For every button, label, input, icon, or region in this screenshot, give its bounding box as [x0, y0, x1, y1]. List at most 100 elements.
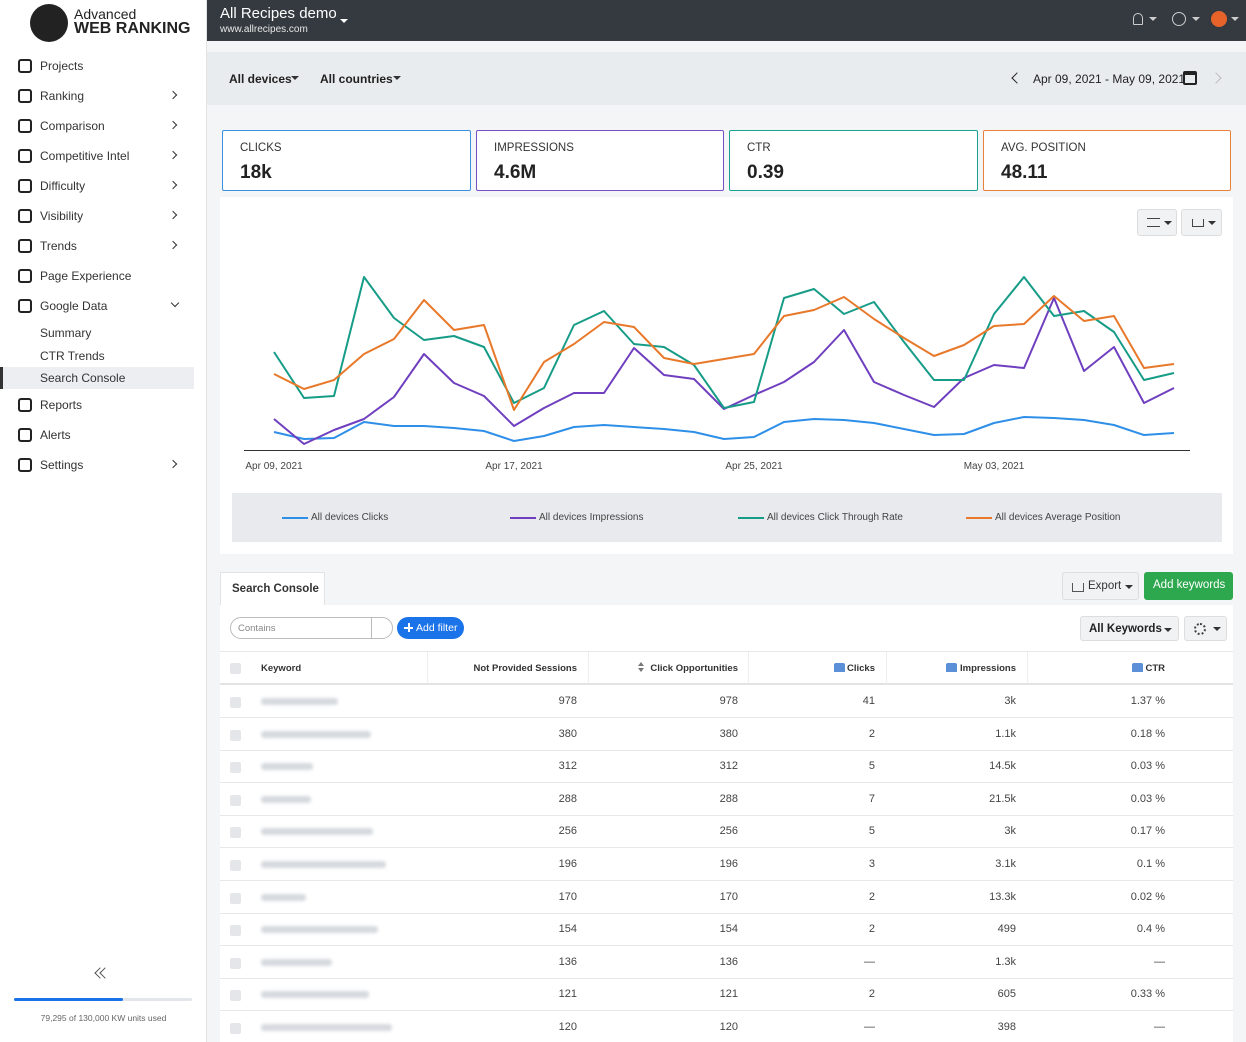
column-header[interactable]: Clicks: [847, 663, 875, 674]
checkbox[interactable]: [230, 697, 241, 708]
legend-swatch: [282, 517, 308, 519]
nav-item[interactable]: Alerts: [40, 428, 71, 442]
checkbox[interactable]: [230, 860, 241, 871]
table-row: 256 256 5 3k 0.17 %: [220, 815, 1233, 849]
gear-icon: [1194, 623, 1206, 635]
legend-label[interactable]: All devices Click Through Rate: [767, 512, 903, 523]
table-row: 196 196 3 3.1k 0.1 %: [220, 848, 1233, 881]
checkbox[interactable]: [230, 663, 241, 674]
add-filter-button[interactable]: Add filter: [397, 617, 464, 639]
table-cell: 136: [558, 955, 577, 968]
avatar[interactable]: [1211, 11, 1227, 27]
checkbox[interactable]: [230, 794, 241, 806]
table-row: 312 312 5 14.5k 0.03 %: [220, 750, 1233, 784]
project-url: www.allrecipes.com: [220, 24, 308, 35]
checkbox[interactable]: [230, 827, 241, 839]
notifications-icon[interactable]: [1133, 13, 1143, 25]
nav-subitem[interactable]: Search Console: [40, 371, 126, 385]
table-cell: 2: [868, 727, 875, 740]
export-button[interactable]: Export: [1062, 572, 1139, 600]
legend-label[interactable]: All devices Clicks: [311, 512, 389, 523]
checkbox[interactable]: [230, 925, 241, 937]
nav-icon: [18, 299, 32, 313]
date-range[interactable]: Apr 09, 2021 - May 09, 2021: [1033, 72, 1186, 86]
checkbox[interactable]: [230, 892, 241, 904]
table-cell: 41: [862, 695, 875, 707]
caret: [291, 76, 299, 80]
logo-text: Advanced: [74, 6, 137, 22]
table-cell: 154: [558, 923, 577, 936]
nav-item[interactable]: Visibility: [40, 209, 84, 223]
table-cell: 13.3k: [989, 890, 1016, 903]
legend-swatch: [738, 517, 764, 519]
nav-item[interactable]: Reports: [40, 398, 83, 412]
chart-settings-button[interactable]: [1137, 209, 1177, 236]
prev-date[interactable]: [1011, 72, 1023, 84]
table-cell: 121: [558, 988, 577, 1001]
nav-item[interactable]: Ranking: [40, 89, 85, 103]
table-cell: 3: [868, 858, 875, 870]
device-filter[interactable]: All devices: [229, 72, 292, 86]
keyword-blurred: [261, 893, 306, 901]
metric-label: AVG. POSITION: [1001, 142, 1086, 154]
table-row: 121 121 2 605 0.33 %: [220, 978, 1233, 1012]
table-cell: 121: [719, 988, 738, 1001]
chart-download-button[interactable]: [1181, 209, 1222, 236]
table-cell: 256: [558, 825, 577, 838]
project-title[interactable]: All Recipes demo: [220, 5, 337, 22]
column-header[interactable]: Click Opportunities: [650, 663, 738, 674]
chevron: [168, 459, 178, 469]
nav-item[interactable]: Page Experience: [40, 269, 132, 283]
country-filter[interactable]: All countries: [320, 72, 393, 86]
nav-item[interactable]: Competitive Intel: [40, 149, 130, 163]
table-cell: 5: [868, 825, 875, 838]
nav-item[interactable]: Comparison: [40, 119, 105, 133]
checkbox[interactable]: [230, 762, 241, 774]
nav-item[interactable]: Settings: [40, 458, 84, 472]
nav-icon: [18, 209, 32, 223]
tab-label[interactable]: Search Console: [232, 583, 319, 595]
table-cell: 21.5k: [989, 792, 1016, 805]
checkbox[interactable]: [230, 1023, 241, 1034]
table-cell: 0.03 %: [1130, 792, 1165, 805]
x-tick-label: May 03, 2021: [964, 461, 1025, 472]
table-cell: 120: [558, 1021, 577, 1033]
table-cell: 1.1k: [995, 727, 1016, 740]
table-cell: 3k: [1004, 695, 1016, 707]
x-tick-label: Apr 25, 2021: [725, 461, 783, 472]
chart-panel: Apr 09, 2021 Apr 17, 2021 Apr 25, 2021 May …: [220, 197, 1233, 554]
nav-item[interactable]: Difficulty: [40, 179, 86, 193]
table-cell: 0.33 %: [1130, 988, 1165, 1001]
table-cell: 0.03 %: [1130, 760, 1165, 773]
column-header[interactable]: Not Provided Sessions: [473, 663, 577, 674]
checkbox[interactable]: [230, 990, 241, 1002]
nav-item[interactable]: Trends: [40, 239, 77, 253]
next-date[interactable]: [1210, 72, 1222, 84]
checkbox[interactable]: [230, 957, 241, 969]
help-icon[interactable]: [1172, 12, 1186, 26]
nav-subitem[interactable]: Summary: [40, 326, 92, 340]
column-header[interactable]: Impressions: [960, 663, 1016, 674]
metric-value: 4.6M: [494, 162, 537, 183]
legend-label[interactable]: All devices Average Position: [995, 512, 1121, 523]
nav-subitem[interactable]: CTR Trends: [40, 348, 105, 363]
x-tick-label: Apr 09, 2021: [245, 461, 303, 472]
nav-item[interactable]: Google Data: [40, 299, 108, 313]
table-cell: 605: [997, 988, 1016, 1001]
keyword-set-button[interactable]: All Keywords: [1080, 616, 1179, 641]
table-settings-button[interactable]: [1184, 616, 1227, 641]
column-header[interactable]: CTR: [1145, 663, 1165, 674]
caret: [1164, 221, 1172, 225]
nav-item[interactable]: Projects: [40, 59, 84, 73]
table-cell: 136: [719, 955, 738, 968]
add-keywords-button[interactable]: Add keywords: [1144, 572, 1233, 600]
column-header[interactable]: Keyword: [261, 663, 302, 674]
filter-input[interactable]: Contains: [230, 617, 393, 639]
legend-label[interactable]: All devices Impressions: [539, 512, 644, 523]
keyword-blurred: [261, 763, 313, 771]
sort-icon: [638, 668, 644, 672]
table-row: 288 288 7 21.5k 0.03 %: [220, 783, 1233, 816]
checkbox[interactable]: [230, 729, 241, 741]
nav-icon: [18, 149, 32, 163]
calendar-icon[interactable]: [1183, 71, 1197, 85]
